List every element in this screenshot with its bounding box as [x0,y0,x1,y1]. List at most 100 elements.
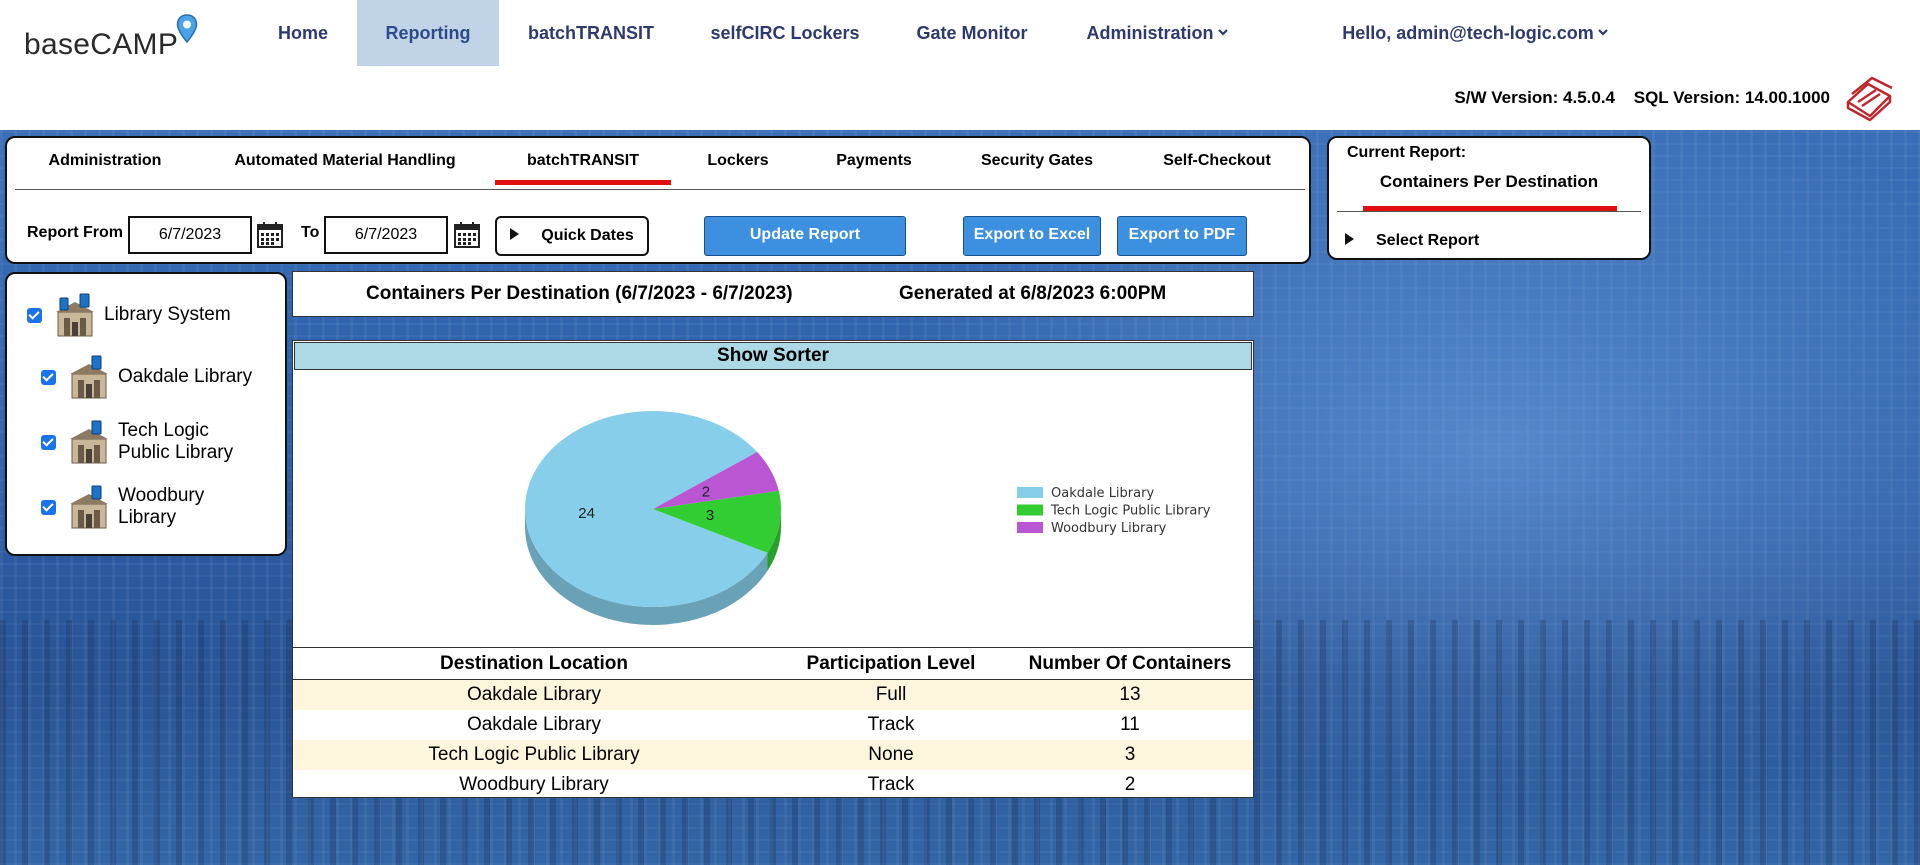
nav-home[interactable]: Home [277,23,328,43]
pie-value-label: 24 [578,505,595,522]
pie-value-label: 3 [706,507,714,524]
library-row[interactable]: Tech Logic Public Library [41,419,233,465]
chevron-down-icon [1217,29,1228,36]
oakdale-library-checkbox[interactable] [41,369,56,385]
library-row[interactable]: Oakdale Library [41,354,252,400]
select-report-label: Select Report [1376,232,1480,249]
cell-destination: Oakdale Library [466,713,602,735]
tab-self-checkout[interactable]: Self-Checkout [1163,152,1271,169]
library-building-icon [70,355,108,399]
sql-version: SQL Version: 14.00.1000 [1633,88,1830,107]
table-row: Oakdale Library Track 11 [293,710,1253,740]
report-to-label: To [301,224,320,241]
legend-swatch [1017,487,1043,498]
select-report-toggle[interactable]: Select Report [1345,232,1479,250]
cell-participation: Track [867,713,915,735]
tab-divider [15,189,1305,190]
tab-administration[interactable]: Administration [48,152,162,169]
nav-batchtransit[interactable]: batchTRANSIT [528,23,654,43]
library-row[interactable]: Library System [27,292,231,338]
legend-entry: Tech Logic Public Library [1050,504,1211,519]
report-to-input[interactable]: 6/7/2023 [324,216,448,254]
export-excel-button[interactable]: Export to Excel [963,216,1101,256]
report-title: Containers Per Destination (6/7/2023 - 6… [366,283,793,304]
quick-dates-label: Quick Dates [541,227,634,244]
table-header-row: Destination Location Participation Level… [293,647,1253,680]
report-generated-time: Generated at 6/8/2023 6:00PM [899,283,1167,304]
report-from-input[interactable]: 6/7/2023 [128,216,252,254]
cell-containers: 13 [1007,679,1253,710]
oakdale-library-label: Oakdale Library [118,366,253,387]
tab-batchtransit[interactable]: batchTRANSIT [495,152,671,185]
tab-payments[interactable]: Payments [836,152,912,169]
woodbury-library-label: Woodbury Library [118,485,205,528]
library-filter-panel: Library System Oakdale Library Tech Logi… [5,272,287,556]
cell-destination: Tech Logic Public Library [293,739,775,770]
cell-participation: Full [775,679,1007,710]
current-report-caption: Current Report: [1347,144,1467,161]
triangle-right-icon [510,228,520,240]
location-pin-icon [176,14,198,44]
report-header: Containers Per Destination (6/7/2023 - 6… [292,271,1254,317]
cell-destination: Woodbury Library [459,773,609,795]
table-row: Woodbury Library Track 2 [293,770,1253,800]
update-report-button[interactable]: Update Report [704,216,906,256]
cell-containers: 11 [1120,713,1140,735]
col-containers-header[interactable]: Number Of Containers [1007,647,1253,680]
library-row[interactable]: Woodbury Library [41,484,204,530]
cell-containers: 2 [1124,773,1136,795]
calendar-icon[interactable] [453,221,481,249]
tab-lockers[interactable]: Lockers [707,152,769,169]
col-destination-header[interactable]: Destination Location [293,647,775,680]
current-report-name: Containers Per Destination [1379,172,1599,191]
current-report-underline [1363,206,1617,211]
logo-text: baseCAMP [24,28,179,61]
pie-slice [653,452,779,509]
library-building-icon [70,485,108,529]
version-info: S/W Version: 4.5.0.4 SQL Version: 14.00.… [1440,88,1830,108]
user-greeting: Hello, admin@tech-logic.com [1342,23,1594,43]
top-bar: baseCAMP Home Reporting batchTRANSIT sel… [0,0,1920,130]
nav-reporting[interactable]: Reporting [357,0,499,66]
tech-logic-library-checkbox[interactable] [41,434,56,450]
pie-value-label: 2 [702,484,710,501]
calendar-icon[interactable] [256,221,284,249]
tab-security-gates[interactable]: Security Gates [980,152,1094,169]
export-pdf-button[interactable]: Export to PDF [1117,216,1247,256]
legend-swatch [1017,504,1043,516]
legend-swatch [1017,522,1043,533]
report-tabs-panel: Administration Automated Material Handli… [5,136,1311,264]
quick-dates-button[interactable]: Quick Dates [495,216,649,256]
tab-automated-material-handling[interactable]: Automated Material Handling [234,152,456,169]
pie-slice-side [767,509,781,571]
cell-destination: Oakdale Library [293,679,775,710]
chevron-down-icon [1598,29,1608,36]
nav-selfcirc-lockers[interactable]: selfCIRC Lockers [710,23,860,43]
basecamp-logo[interactable]: baseCAMP [24,14,204,64]
table-row: Oakdale Library Full 13 [293,679,1253,710]
tech-logic-library-label: Tech Logic Public Library [118,420,234,463]
library-system-checkbox[interactable] [27,307,42,323]
current-report-panel: Current Report: Containers Per Destinati… [1327,136,1651,260]
sorter-section: Show Sorter 24 3 2 Oakdale Library Tech Logi… [292,340,1254,798]
library-building-icon [70,420,108,464]
legend-entry: Woodbury Library [1051,521,1167,536]
legend-entry: Oakdale Library [1051,486,1154,501]
report-from-label: Report From [27,224,123,241]
nav-administration[interactable]: Administration [1082,0,1232,66]
user-menu[interactable]: Hello, admin@tech-logic.com [1340,0,1610,66]
cell-participation: Track [867,773,915,795]
library-building-icon [56,293,94,337]
sw-version: S/W Version: 4.5.0.4 [1454,88,1616,107]
cell-containers: 3 [1007,739,1253,770]
pie-slice-side [525,509,768,625]
current-report-divider [1337,211,1641,212]
nav-administration-label: Administration [1086,23,1214,43]
col-participation-header[interactable]: Participation Level [775,647,1007,680]
sorter-section-title: Show Sorter [294,342,1252,370]
containers-pie-chart: 24 3 2 Oakdale Library Tech Logic Public Lib… [525,411,1211,625]
woodbury-library-checkbox[interactable] [41,499,56,515]
table-row: Tech Logic Public Library None 3 [293,739,1253,770]
nav-gate-monitor[interactable]: Gate Monitor [916,23,1028,43]
pie-slice [653,490,781,553]
